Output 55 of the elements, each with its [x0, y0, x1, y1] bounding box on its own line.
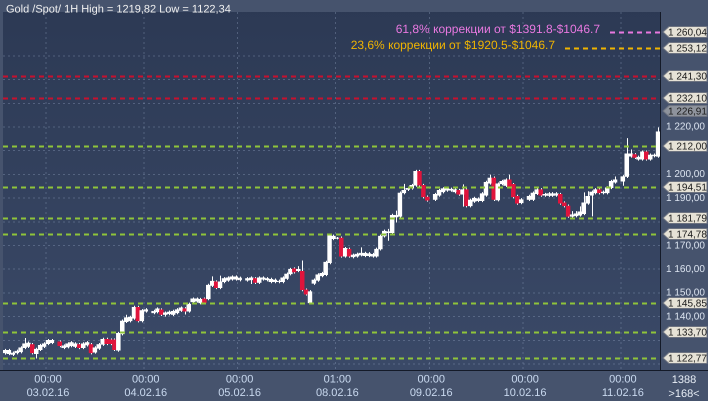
y-tick-label: 1 190,00: [666, 192, 706, 204]
y-tick-label: 1 140,00: [666, 311, 706, 322]
ref-line-label: 1 253,12: [668, 43, 708, 54]
candlestick: [581, 192, 586, 216]
ref-line-label: 1 194,51: [668, 182, 708, 194]
x-tick-label: 00:00 03.02.16: [26, 374, 70, 399]
x-tick-label: 00:00 11.02.16: [602, 374, 644, 399]
candlestick: [358, 246, 364, 257]
ref-line-label: 1 174,78: [668, 229, 708, 240]
chart-title: Gold /Spot/ 1H High = 1219,82 Low = 1122,34: [6, 4, 231, 16]
ref-line-label: 1 241,30: [668, 71, 708, 82]
y-tick-label: 1 160,00: [666, 264, 706, 275]
x-tick-label: 00:00 09.02.16: [410, 374, 453, 399]
y-tick-label: 1 220,00: [666, 122, 706, 133]
candlestick: [342, 246, 348, 258]
candlestick: [132, 305, 136, 320]
y-tick-label: 1 150,00: [666, 288, 706, 299]
ref-line-label: 1 181,79: [668, 213, 708, 224]
text: >168<: [668, 388, 700, 400]
candlestick: [398, 190, 402, 218]
ref-line-label: 1 212,00: [668, 141, 708, 152]
candlestick: [640, 150, 645, 162]
candlestick: [566, 204, 570, 218]
ref-line-label: 1 145,85: [668, 298, 708, 310]
candlestick: [22, 337, 27, 350]
x-tick-label: 00:00 04.02.16: [124, 374, 168, 399]
candlestick: [413, 169, 418, 188]
ref-line-label: 1 133,70: [668, 327, 708, 338]
x-tick-label: 00:00 10.02.16: [504, 374, 546, 399]
candlestick: [491, 176, 496, 202]
candlestick: [346, 247, 352, 258]
candlestick: [558, 192, 563, 206]
candlestick: [218, 275, 222, 290]
annotation: 61,8% коррекции от $1391.8-$1046.7: [396, 22, 600, 36]
text: 1388: [672, 374, 696, 386]
candlestick: [578, 206, 582, 218]
candlestick: [88, 342, 94, 355]
x-tick-label: 01:00 08.02.16: [316, 374, 359, 399]
ref-line-label: 1 122,77: [668, 353, 708, 364]
candlestick: [464, 188, 469, 208]
y-tick-label: 1 200,00: [666, 169, 706, 180]
y-tick-label: 1 170,00: [666, 240, 706, 252]
candlestick: [186, 302, 192, 314]
candlestick: [644, 150, 649, 162]
candlestick: [338, 236, 344, 258]
candlestick: [300, 260, 304, 292]
annotation: 23,6% коррекции от $1920.5-$1046.7: [350, 38, 556, 52]
text: 1 226,91: [668, 106, 708, 118]
candlestick: [589, 190, 594, 217]
candlestick: [30, 342, 35, 355]
x-tick-label: 00:00 05.02.16: [218, 374, 262, 399]
candlestick: [140, 308, 144, 323]
candlestick: [136, 305, 140, 323]
ref-line-label: 1 232,10: [668, 93, 708, 104]
candlestick: [656, 126, 660, 158]
